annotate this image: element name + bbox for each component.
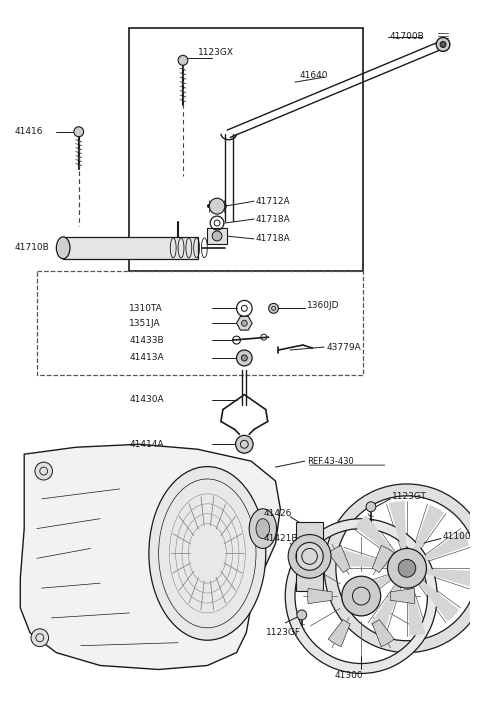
Wedge shape (419, 580, 459, 621)
Text: 1310TA: 1310TA (130, 304, 163, 313)
Text: 41414A: 41414A (130, 440, 164, 449)
Ellipse shape (56, 237, 70, 259)
Circle shape (237, 350, 252, 366)
Polygon shape (20, 444, 280, 670)
Text: 41430A: 41430A (130, 395, 164, 404)
Circle shape (440, 42, 446, 47)
Circle shape (297, 610, 307, 620)
Wedge shape (390, 589, 415, 603)
Text: 43779A: 43779A (326, 343, 361, 352)
Text: 1360JD: 1360JD (307, 301, 339, 310)
Wedge shape (414, 505, 444, 552)
Text: 41710B: 41710B (14, 243, 49, 252)
Text: 41700B: 41700B (389, 32, 424, 41)
Circle shape (31, 629, 48, 646)
Wedge shape (426, 569, 473, 587)
Wedge shape (341, 550, 388, 568)
Text: 41416: 41416 (14, 128, 43, 136)
Circle shape (209, 198, 225, 214)
Ellipse shape (256, 519, 270, 539)
Ellipse shape (249, 509, 276, 548)
Circle shape (436, 37, 450, 51)
Wedge shape (423, 531, 469, 561)
Text: 1123GT: 1123GT (392, 492, 427, 501)
Circle shape (178, 56, 188, 66)
Text: 41300: 41300 (334, 671, 363, 680)
Circle shape (366, 502, 376, 512)
Text: 1123GX: 1123GX (198, 48, 234, 57)
Text: REF.43-430: REF.43-430 (307, 457, 353, 465)
Text: 1123GF: 1123GF (266, 628, 301, 637)
Wedge shape (345, 575, 391, 606)
Wedge shape (389, 501, 406, 549)
Circle shape (35, 462, 52, 480)
Bar (207, 228, 227, 244)
Text: 41413A: 41413A (130, 353, 164, 362)
Text: 41640: 41640 (300, 70, 328, 80)
Text: 41421B: 41421B (264, 534, 298, 543)
Wedge shape (328, 620, 350, 646)
Text: 41100: 41100 (443, 532, 472, 541)
Bar (296, 522, 323, 591)
Circle shape (387, 548, 426, 588)
Circle shape (74, 127, 84, 137)
Circle shape (342, 576, 381, 616)
Wedge shape (328, 546, 350, 572)
Circle shape (212, 231, 222, 241)
Circle shape (236, 436, 253, 453)
Circle shape (398, 559, 416, 577)
Ellipse shape (149, 467, 266, 640)
Wedge shape (372, 620, 394, 646)
Wedge shape (370, 584, 400, 632)
Text: 41712A: 41712A (256, 197, 291, 206)
Circle shape (241, 355, 247, 361)
Wedge shape (355, 515, 395, 556)
Wedge shape (308, 589, 332, 603)
Text: 41426: 41426 (264, 509, 292, 518)
Text: 41433B: 41433B (130, 336, 164, 345)
Text: 41718A: 41718A (256, 214, 291, 223)
Wedge shape (408, 587, 425, 636)
Circle shape (241, 320, 247, 326)
Text: 1351JA: 1351JA (130, 319, 161, 328)
Circle shape (269, 303, 278, 313)
Wedge shape (372, 546, 394, 572)
Text: 41718A: 41718A (256, 234, 291, 243)
Bar (63, 237, 198, 259)
